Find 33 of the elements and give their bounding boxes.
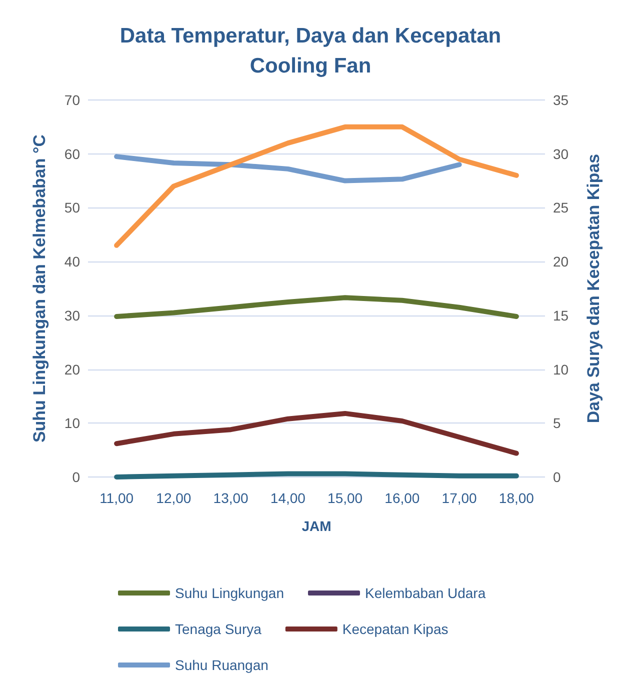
x-tick-label: 12,00 [156,490,192,506]
legend-label: Suhu Lingkungan [175,585,284,601]
y-tick-label: 40 [64,254,80,270]
y2-tick-label: 20 [553,254,569,270]
y-tick-label: 20 [64,361,80,378]
y-axis-title: Suhu Lingkungan dan Kelmebaban °C [30,134,49,443]
y2-tick-label: 35 [553,92,569,108]
y2-tick-label: 30 [553,146,569,162]
legend-label: Kecepatan Kipas [342,621,448,637]
y-tick-label: 70 [64,92,80,108]
legend-label: Kelembaban Udara [364,585,486,601]
y-tick-label: 0 [72,469,80,485]
y-tick-label: 10 [64,415,80,432]
y-tick-label: 30 [64,307,80,324]
x-tick-label: 14,00 [270,490,306,506]
x-tick-label: 18,00 [498,490,534,506]
x-tick-label: 15,00 [328,490,363,506]
x-tick-label: 11,00 [100,490,134,506]
x-tick-label: 13,00 [213,490,249,506]
y2-tick-label: 25 [553,200,569,216]
y2-tick-label: 5 [553,415,561,432]
y2-tick-label: 10 [553,361,569,378]
y-tick-label: 60 [64,146,80,162]
x-axis-title: JAM [302,518,332,534]
y-tick-label: 50 [64,200,80,216]
legend-label: Suhu Ruangan [175,657,268,673]
y2-tick-label: 15 [553,307,569,324]
y2-tick-label: 0 [553,469,561,485]
y2-axis-title: Daya Surya dan Kecepatan Kipas [584,154,603,424]
chart-title: Data Temperatur, Daya dan Kecepatan Cooling Fan [120,24,502,78]
x-tick-label: 16,00 [384,490,420,506]
x-tick-label: 17,00 [442,490,478,506]
legend-label: Tenaga Surya [175,621,262,637]
